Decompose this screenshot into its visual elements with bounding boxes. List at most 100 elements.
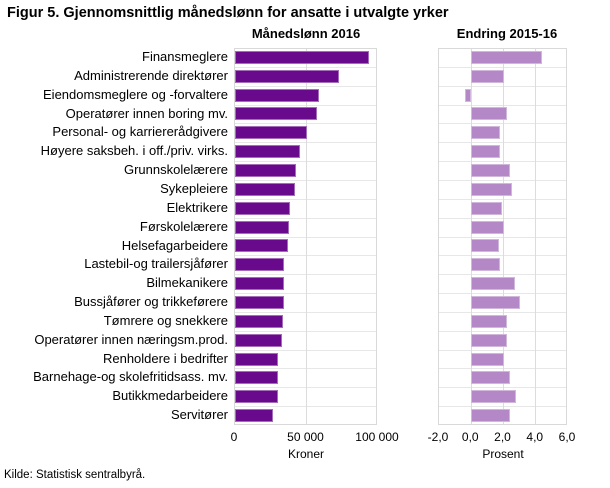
row-gridline bbox=[439, 66, 566, 68]
row-gridline bbox=[439, 311, 566, 313]
axis-gridline bbox=[503, 49, 504, 424]
salary-bar bbox=[235, 201, 291, 215]
category-label: Barnehage-og skolefritidsass. mv. bbox=[33, 369, 228, 385]
salary-bar bbox=[235, 258, 284, 272]
row-gridline bbox=[439, 142, 566, 144]
salary-bar bbox=[235, 333, 283, 347]
salary-bar bbox=[235, 371, 278, 385]
salary-bar bbox=[235, 352, 278, 366]
axis-tick-label: 100 000 bbox=[355, 430, 399, 444]
row-gridline bbox=[235, 236, 376, 238]
change-bar bbox=[464, 88, 472, 102]
row-gridline bbox=[235, 330, 376, 332]
source-note: Kilde: Statistisk sentralbyrå. bbox=[4, 469, 146, 481]
category-label: Bilmekanikere bbox=[146, 275, 228, 291]
change-bar bbox=[471, 371, 510, 385]
row-gridline bbox=[235, 368, 376, 370]
change-bar bbox=[471, 164, 510, 178]
change-bar bbox=[471, 314, 507, 328]
category-label: Grunnskolelærere bbox=[123, 162, 228, 178]
axis-tick-label: 6,0 bbox=[558, 430, 576, 444]
row-gridline bbox=[235, 198, 376, 200]
row-gridline bbox=[235, 274, 376, 276]
category-label: Servitører bbox=[170, 407, 228, 423]
category-label: Personal- og karriererådgivere bbox=[52, 124, 228, 140]
category-label: Finansmeglere bbox=[142, 49, 228, 64]
change-bar bbox=[471, 352, 504, 366]
row-gridline bbox=[235, 179, 376, 181]
salary-bar bbox=[235, 164, 297, 178]
salary-bar bbox=[235, 277, 284, 291]
row-gridline bbox=[439, 293, 566, 295]
change-bar bbox=[471, 201, 502, 215]
change-bar bbox=[471, 333, 507, 347]
salary-plot bbox=[234, 48, 377, 425]
salary-axis-label: Kroner bbox=[287, 447, 325, 461]
category-label: Høyere saksbeh. i off./priv. virks. bbox=[40, 143, 228, 159]
salary-bar bbox=[235, 145, 301, 159]
row-gridline bbox=[235, 311, 376, 313]
row-gridline bbox=[235, 406, 376, 408]
category-label: Helsefagarbeidere bbox=[121, 237, 228, 253]
axis-gridline bbox=[470, 49, 472, 424]
salary-bar bbox=[235, 314, 283, 328]
change-bar bbox=[471, 295, 520, 309]
row-gridline bbox=[235, 217, 376, 219]
panel-title-salary: Månedslønn 2016 bbox=[251, 26, 361, 41]
change-bar bbox=[471, 220, 504, 234]
salary-bar bbox=[235, 220, 289, 234]
salary-bar bbox=[235, 69, 340, 83]
axis-gridline bbox=[535, 49, 537, 424]
figure-title: Figur 5. Gjennomsnittlig månedslønn for … bbox=[7, 5, 449, 21]
row-gridline bbox=[439, 104, 566, 106]
category-label: Butikkmedarbeidere bbox=[112, 388, 228, 404]
category-label: Lastebil-og trailersjåfører bbox=[84, 256, 228, 272]
change-bar bbox=[471, 50, 543, 64]
change-bar bbox=[471, 107, 507, 121]
row-gridline bbox=[439, 123, 566, 125]
change-plot bbox=[438, 48, 567, 425]
salary-bar bbox=[235, 126, 308, 140]
category-label: Renholdere i bedrifter bbox=[102, 350, 228, 366]
row-gridline bbox=[439, 368, 566, 370]
row-gridline bbox=[439, 161, 566, 163]
row-gridline bbox=[439, 85, 566, 87]
axis-tick-label: 4,0 bbox=[526, 430, 544, 444]
row-gridline bbox=[439, 406, 566, 408]
category-label: Førskolelærere bbox=[139, 218, 228, 234]
row-gridline bbox=[235, 349, 376, 351]
row-gridline bbox=[235, 85, 376, 87]
category-label: Tømrere og snekkere bbox=[103, 312, 228, 328]
row-gridline bbox=[439, 217, 566, 219]
category-label: Operatører innen næringsm.prod. bbox=[34, 331, 228, 347]
category-label: Operatører innen boring mv. bbox=[65, 105, 228, 121]
row-gridline bbox=[439, 387, 566, 389]
category-label: Bussjåfører og trikkeførere bbox=[74, 294, 228, 310]
change-bar bbox=[471, 239, 499, 253]
row-gridline bbox=[439, 198, 566, 200]
row-gridline bbox=[439, 330, 566, 332]
axis-tick-label: 2,0 bbox=[494, 430, 511, 444]
row-gridline bbox=[439, 236, 566, 238]
category-label: Administrerende direktører bbox=[74, 67, 228, 83]
row-gridline bbox=[439, 274, 566, 276]
row-gridline bbox=[235, 104, 376, 106]
salary-bar bbox=[235, 50, 370, 64]
change-bar bbox=[471, 69, 504, 83]
salary-bar bbox=[235, 182, 296, 196]
axis-tick-label: -2,0 bbox=[427, 430, 449, 444]
row-gridline bbox=[235, 293, 376, 295]
row-gridline bbox=[439, 349, 566, 351]
panel-title-change: Endring 2015-16 bbox=[456, 26, 558, 41]
row-gridline bbox=[439, 179, 566, 181]
salary-bar bbox=[235, 107, 317, 121]
change-bar bbox=[471, 258, 501, 272]
row-gridline bbox=[235, 123, 376, 125]
change-bar bbox=[471, 409, 510, 423]
change-bar bbox=[471, 126, 501, 140]
salary-bar bbox=[235, 295, 284, 309]
salary-bar bbox=[235, 239, 288, 253]
change-bar bbox=[471, 145, 501, 159]
category-label: Elektrikere bbox=[166, 199, 228, 215]
